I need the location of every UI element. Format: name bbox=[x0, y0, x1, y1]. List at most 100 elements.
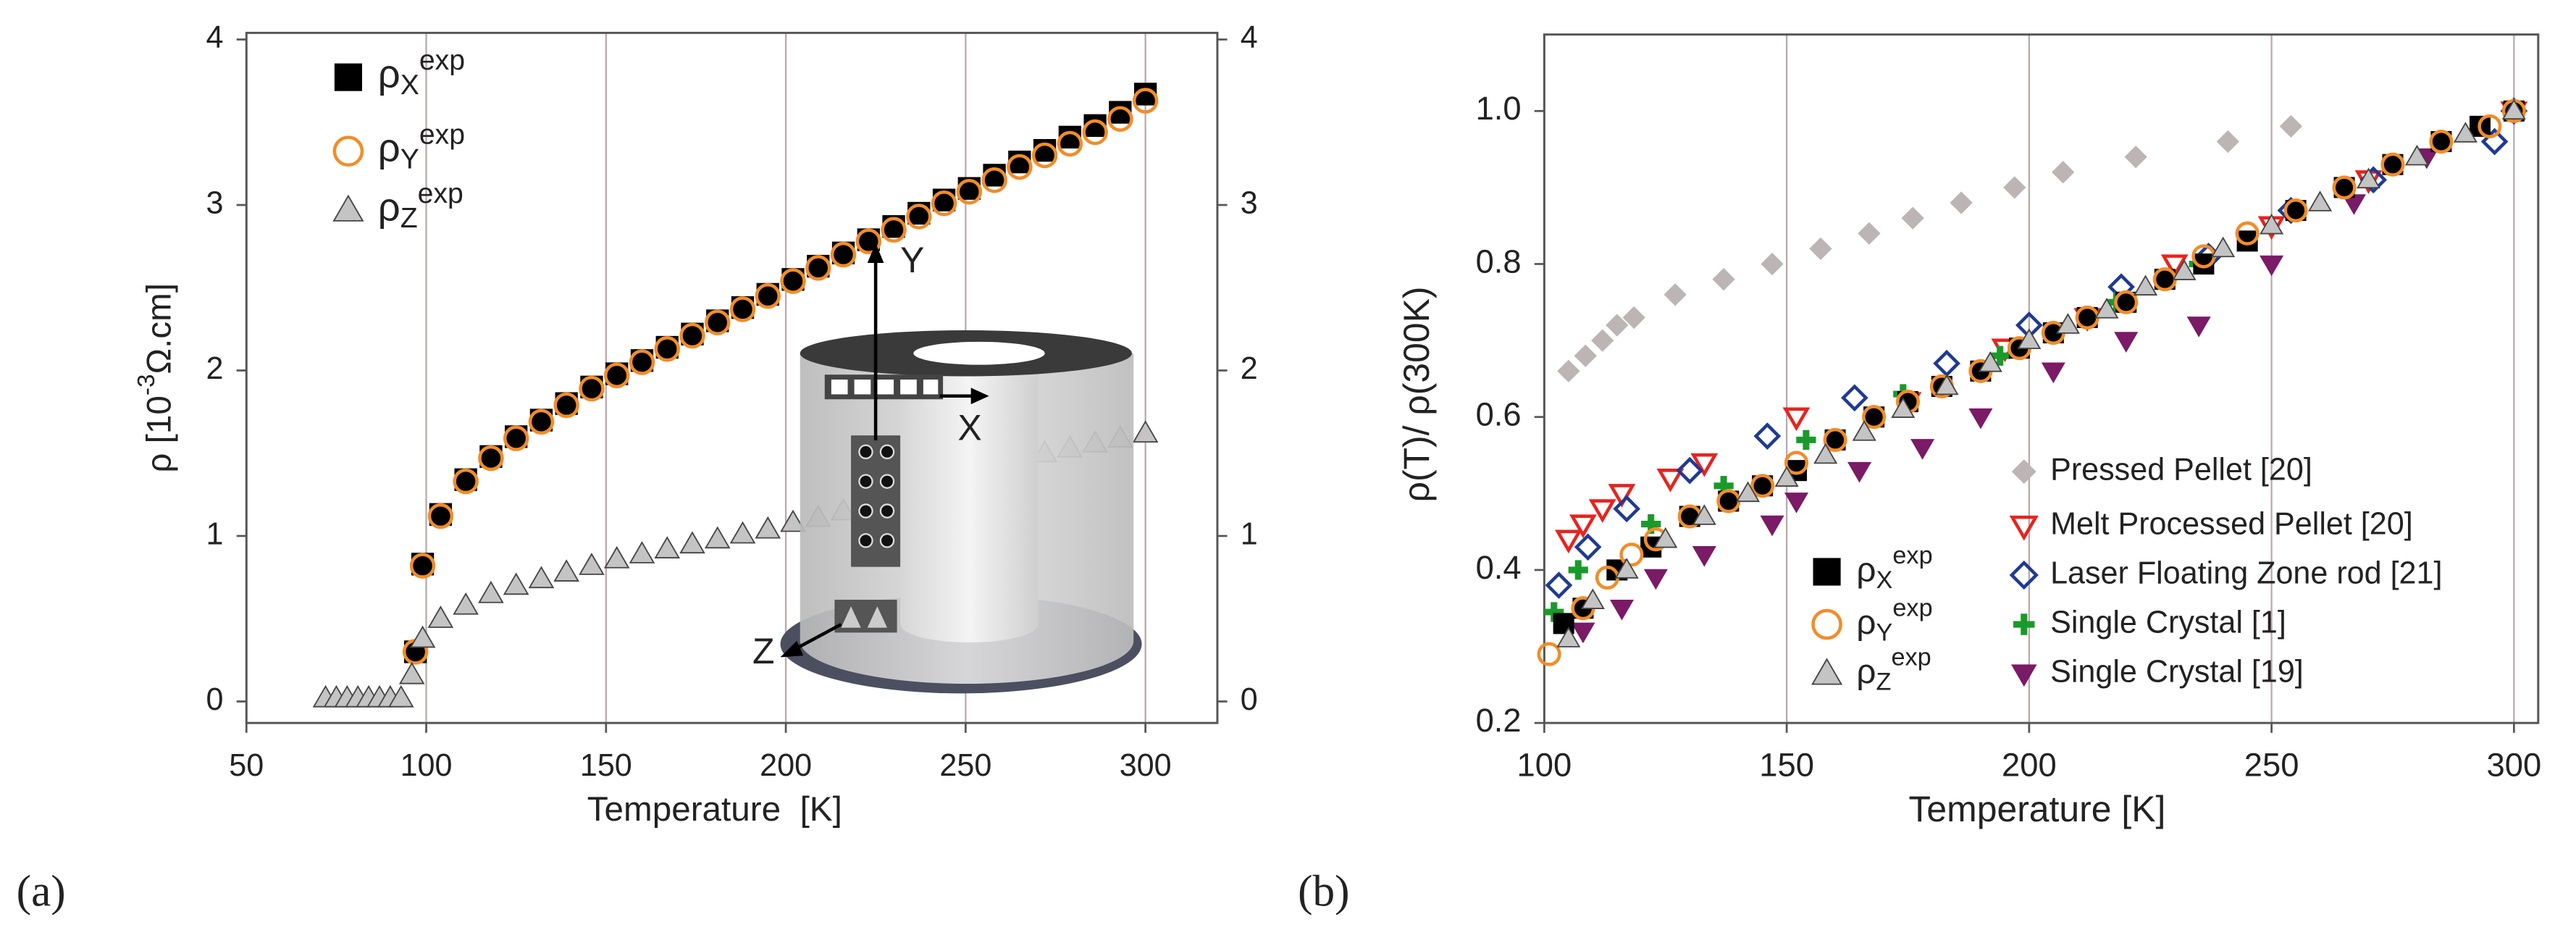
text-part: Ω.cm] bbox=[140, 283, 178, 374]
data-point bbox=[654, 536, 681, 558]
data-point bbox=[2279, 114, 2303, 138]
text-part: Y bbox=[400, 144, 419, 175]
data-point bbox=[1782, 407, 1811, 432]
data-point bbox=[1690, 453, 1719, 477]
sample-inset: Y X Z bbox=[752, 240, 1142, 694]
data-point bbox=[1609, 599, 1635, 621]
data-point bbox=[755, 282, 781, 309]
panel-label: (a) bbox=[17, 866, 66, 916]
text-part: exp bbox=[1892, 542, 1932, 569]
x-tick-label: 150 bbox=[580, 748, 632, 783]
sample-dot bbox=[858, 444, 873, 460]
sample-dot bbox=[879, 533, 895, 548]
data-point bbox=[503, 572, 529, 595]
y-tick-label: 1 bbox=[206, 516, 224, 551]
x-axis-title: Temperature [K] bbox=[1908, 789, 2165, 829]
data-point bbox=[1736, 481, 1761, 503]
text-part: X bbox=[1876, 566, 1892, 594]
text-part: ρ [10 bbox=[140, 395, 178, 473]
legend-label: ρXexp bbox=[1856, 542, 1932, 594]
sample-cell bbox=[877, 380, 894, 395]
data-point bbox=[1545, 571, 1573, 599]
data-point bbox=[528, 566, 555, 589]
data-point bbox=[906, 204, 932, 230]
legend-marker bbox=[1811, 608, 1842, 640]
x-tick-label: 200 bbox=[760, 748, 812, 783]
text-part: ρ bbox=[1856, 550, 1876, 589]
legend-label: Laser Floating Zone rod [21] bbox=[2050, 556, 2442, 590]
x-tick-label: 250 bbox=[939, 748, 991, 783]
data-point bbox=[2124, 145, 2147, 169]
data-point bbox=[1809, 237, 1832, 261]
x-tick-label: 300 bbox=[1120, 748, 1172, 783]
data-point bbox=[453, 468, 479, 495]
data-point bbox=[2260, 213, 2284, 235]
x-tick-label: 250 bbox=[2244, 746, 2299, 783]
data-point bbox=[1950, 191, 1973, 214]
text-part: exp bbox=[1891, 644, 1931, 671]
data-point bbox=[780, 509, 806, 532]
text-part: Z bbox=[400, 203, 418, 234]
inner-cylinder bbox=[900, 358, 1039, 642]
legend-label: ρYexp bbox=[1856, 595, 1932, 647]
data-point bbox=[398, 661, 425, 684]
data-point bbox=[855, 228, 882, 255]
legend-marker bbox=[2013, 613, 2035, 635]
text-part: exp bbox=[418, 178, 463, 209]
z-sample bbox=[834, 600, 897, 633]
data-point bbox=[1613, 495, 1641, 523]
data-point bbox=[409, 553, 436, 579]
text-part: ρ bbox=[378, 126, 400, 170]
data-point bbox=[409, 625, 436, 648]
data-point bbox=[1107, 106, 1133, 132]
data-point bbox=[729, 521, 756, 544]
legend-marker bbox=[2009, 515, 2039, 541]
legend-label: ρYexp bbox=[378, 120, 465, 175]
data-point bbox=[1664, 283, 1687, 306]
data-point bbox=[1619, 542, 1644, 567]
legend-label: Single Crystal [1] bbox=[2050, 605, 2286, 640]
data-point bbox=[2260, 255, 2284, 277]
data-point bbox=[1712, 267, 1735, 291]
data-point bbox=[1840, 384, 1868, 412]
legend-marker bbox=[332, 194, 364, 222]
data-point bbox=[1537, 642, 1561, 666]
data-point bbox=[679, 322, 705, 349]
arrow-head bbox=[867, 243, 884, 263]
data-point bbox=[1614, 558, 1639, 579]
data-point bbox=[654, 336, 680, 362]
data-point bbox=[1761, 252, 1784, 276]
x-tick-label: 50 bbox=[229, 748, 264, 783]
data-point bbox=[830, 241, 857, 268]
data-point bbox=[1813, 443, 1838, 464]
text-part: exp bbox=[419, 46, 465, 77]
sample-triangle bbox=[867, 606, 887, 628]
data-point bbox=[1580, 588, 1605, 609]
z-arrow bbox=[794, 623, 842, 651]
panel-label: (b) bbox=[1298, 866, 1349, 916]
data-point bbox=[2429, 129, 2454, 154]
text-part: exp bbox=[419, 120, 465, 151]
data-point bbox=[1653, 527, 1678, 548]
data-point bbox=[1007, 154, 1033, 180]
sample-dot bbox=[858, 533, 873, 548]
data-point bbox=[755, 516, 781, 539]
data-point bbox=[2453, 122, 2478, 143]
data-point bbox=[1933, 349, 1960, 377]
data-point bbox=[453, 592, 479, 615]
data-point bbox=[1901, 206, 1924, 230]
data-point bbox=[1556, 627, 1581, 648]
legend-marker bbox=[1813, 558, 1841, 586]
legend-label: ρZexp bbox=[378, 178, 463, 234]
y-tick-label: 0.6 bbox=[1476, 396, 1522, 433]
data-point bbox=[981, 167, 1007, 193]
data-point bbox=[503, 425, 529, 451]
sample-cell bbox=[854, 380, 871, 395]
data-point bbox=[2478, 114, 2502, 138]
data-point bbox=[1862, 405, 1887, 430]
y-sample bbox=[851, 435, 901, 567]
plot-frame bbox=[1543, 33, 2540, 724]
legend-label: Pressed Pellet [20] bbox=[2050, 452, 2312, 487]
data-point bbox=[2114, 332, 2139, 353]
